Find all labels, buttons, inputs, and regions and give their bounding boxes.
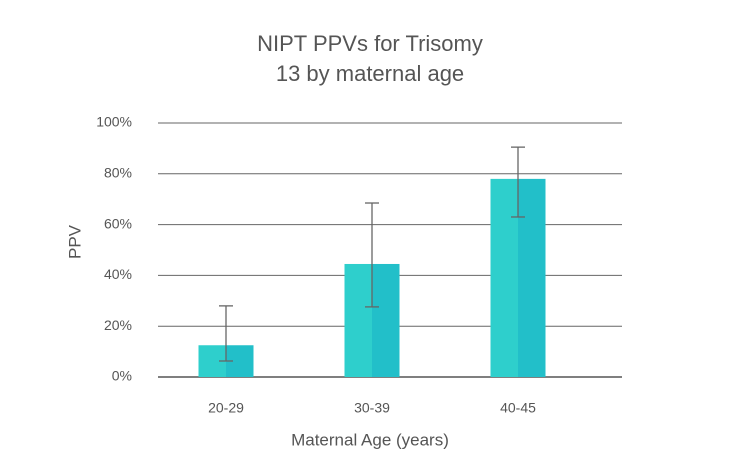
y-tick-label: 0%: [112, 368, 132, 384]
x-axis-label: Maternal Age (years): [291, 430, 449, 449]
chart-title: NIPT PPVs for Trisomy: [257, 31, 483, 56]
y-tick-label: 40%: [104, 266, 132, 282]
y-tick-label: 100%: [96, 114, 132, 130]
x-tick-label: 40-45: [500, 400, 536, 416]
y-axis-label: PPV: [65, 224, 84, 259]
x-tick-label: 20-29: [208, 400, 244, 416]
chart-title: 13 by maternal age: [276, 61, 464, 86]
y-tick-label: 60%: [104, 215, 132, 231]
y-tick-label: 20%: [104, 317, 132, 333]
y-tick-label: 80%: [104, 165, 132, 181]
x-tick-label: 30-39: [354, 400, 390, 416]
